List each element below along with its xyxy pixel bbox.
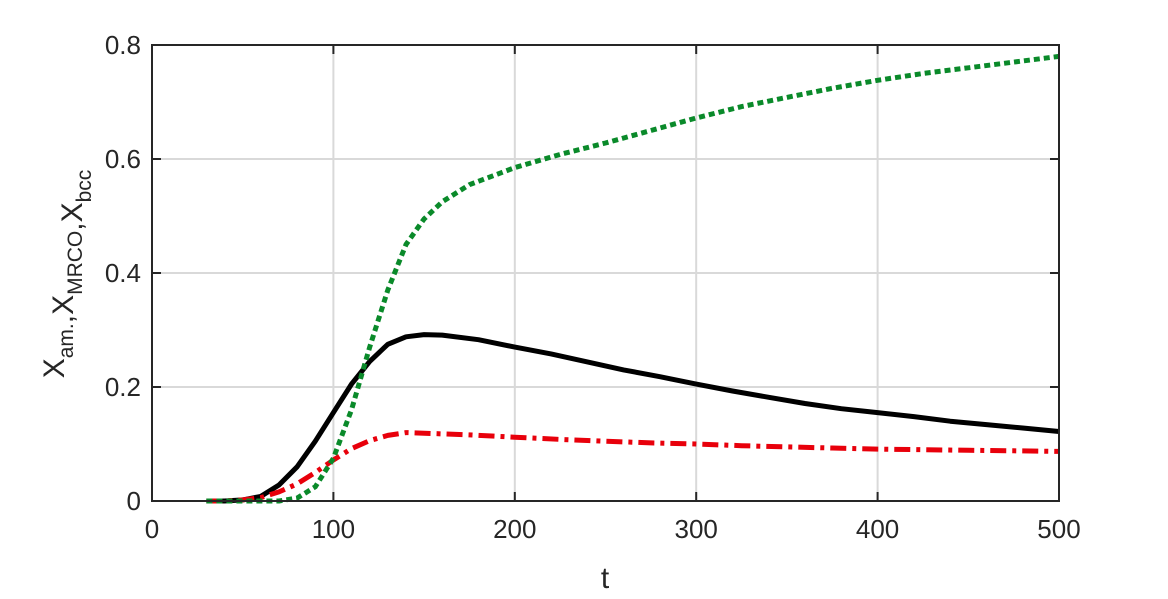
ylabel-separator: , [56,222,89,230]
x-axis-ticks: 0 100 200 300 400 500 [145,45,1081,544]
y-tick-label: 0.8 [105,30,141,60]
ylabel-subscript: MRCO [64,231,87,295]
x-axis-label: t [601,562,610,595]
ylabel-symbol: X [56,202,89,222]
x-tick-label: 400 [856,514,899,544]
series-line-1 [206,332,1060,504]
ylabel-subscript: am. [55,323,78,358]
x-tick-label: 300 [675,514,718,544]
ylabel-symbol: X [47,295,80,315]
series-layer [206,53,1060,504]
x-tick-label: 0 [145,514,159,544]
ylabel-symbol: X [38,358,71,378]
ylabel-subscript: bcc [73,170,96,203]
series-line-2 [206,430,1060,504]
ylabel-separator: , [47,315,80,323]
grid [152,45,1059,501]
y-axis-label: Xam.,XMRCO,Xbcc [38,170,96,379]
x-tick-label: 200 [493,514,536,544]
y-axis-ticks: 0 0.2 0.4 0.6 0.8 [105,30,1059,516]
y-tick-label: 0.6 [105,144,141,174]
x-tick-label: 500 [1037,514,1080,544]
series-line-3 [206,53,1060,504]
y-tick-label: 0 [127,486,141,516]
y-tick-label: 0.2 [105,372,141,402]
x-tick-label: 100 [312,514,355,544]
y-tick-label: 0.4 [105,258,141,288]
